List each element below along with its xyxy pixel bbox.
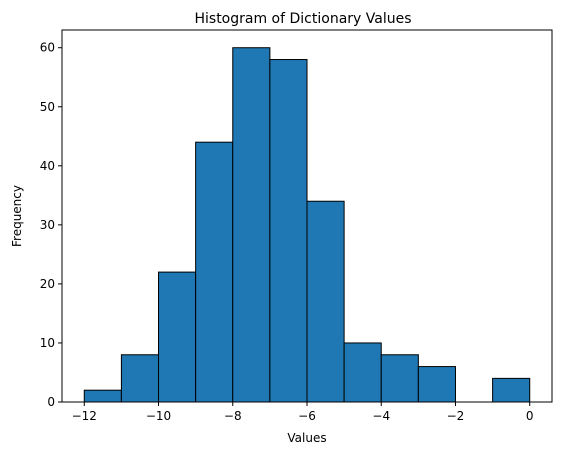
- histogram-bar-3: [195, 141, 234, 403]
- histogram-bar-0: [83, 389, 122, 403]
- x-tick-label: −8: [224, 409, 242, 423]
- y-axis-label: Frequency: [10, 185, 24, 247]
- x-tick-label: −4: [372, 409, 390, 423]
- x-tick-label: −2: [447, 409, 465, 423]
- y-tick-label: 40: [40, 159, 55, 173]
- y-tick-label: 0: [47, 395, 55, 409]
- x-tick-label: −10: [146, 409, 171, 423]
- histogram-bar-4: [232, 47, 271, 403]
- histogram-bar-11: [492, 377, 531, 403]
- y-tick-label: 10: [40, 336, 55, 350]
- histogram-bar-6: [306, 200, 345, 403]
- bars-group: [83, 47, 531, 403]
- y-axis-ticks: 0 10 20 30 40 50 60: [40, 41, 62, 409]
- y-tick-label: 50: [40, 100, 55, 114]
- histogram-bar-7: [343, 342, 382, 403]
- x-axis-label: Values: [287, 431, 326, 445]
- histogram-bar-2: [158, 271, 197, 403]
- x-tick-label: −12: [72, 409, 97, 423]
- y-tick-label: 20: [40, 277, 55, 291]
- y-tick-label: 60: [40, 41, 55, 55]
- histogram-bar-8: [380, 354, 419, 403]
- chart-title: Histogram of Dictionary Values: [194, 11, 411, 27]
- y-tick-label: 30: [40, 218, 55, 232]
- histogram-bar-9: [417, 366, 456, 403]
- histogram-bar-1: [120, 354, 160, 403]
- x-tick-label: −6: [298, 409, 316, 423]
- x-axis-ticks: −12 −10 −8 −6 −4 −2 0: [72, 402, 534, 423]
- histogram-bar-5: [269, 59, 308, 403]
- x-tick-label: 0: [526, 409, 534, 423]
